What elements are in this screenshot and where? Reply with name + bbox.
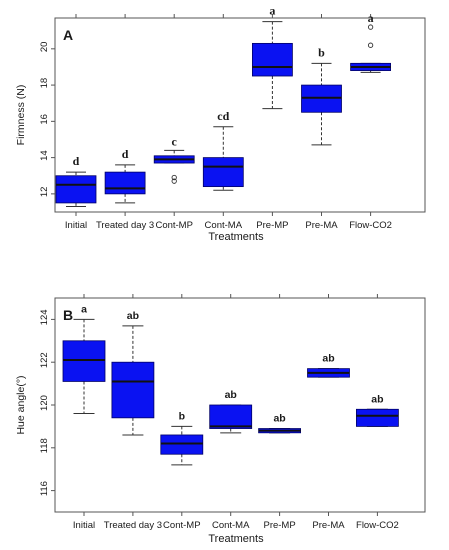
- panel-b-y-tick-label: 118: [39, 438, 50, 453]
- panel-b-y-tick-label: 122: [39, 352, 50, 368]
- panel-a-x-tick-label: Initial: [65, 220, 87, 231]
- panel-a-y-tick-label: 14: [39, 150, 50, 161]
- panel-a-frame: [54, 17, 426, 213]
- panel-a-box-initial: d: [55, 154, 97, 208]
- panel-b-significance-letter: ab: [371, 393, 383, 405]
- panel-b-significance-letter: ab: [322, 353, 334, 365]
- panel-a-box-flow-co2: a: [350, 11, 392, 73]
- panel-b-significance-letter: a: [81, 303, 87, 315]
- panel-a-x-tick-label: Flow-CO2: [349, 220, 392, 231]
- panel-a-y-tick-label: 12: [39, 187, 50, 198]
- panel-a-significance-letter: a: [269, 4, 275, 18]
- panel-b-box-cont-mp: b: [160, 410, 204, 466]
- panel-b-box-pre-mp: ab: [258, 413, 302, 434]
- panel-a-significance-letter: a: [368, 11, 374, 25]
- panel-b-x-axis: Initial Treated day 3 Cont-MP Cont-MA Pre-MP…: [73, 512, 399, 531]
- panel-a-label: A: [63, 27, 73, 43]
- panel-b-box-iqr: [209, 404, 253, 429]
- panel-a-box-iqr: [251, 42, 293, 77]
- panel-b-box-iqr: [160, 434, 204, 455]
- panel-b-y-axis: 116 118 120 122 124: [39, 309, 55, 496]
- panel-a-y-tick-label: 16: [39, 114, 50, 125]
- panel-a-x-tick-label: Cont-MA: [205, 220, 243, 231]
- panel-a-y-axis-title: Firmness (N): [15, 85, 27, 146]
- panel-a-x-tick-label: Treated day 3: [96, 220, 154, 231]
- panel-b-label: B: [63, 307, 73, 323]
- panel-a-significance-letter: d: [122, 147, 129, 161]
- panel-b-x-tick-label: Flow-CO2: [356, 520, 399, 531]
- panel-b-x-tick-label: Treated day 3: [104, 520, 162, 531]
- panel-b-x-tick-label: Pre-MA: [312, 520, 345, 531]
- panel-b-chart: B 116 118 120 122 124 Hue angle(°) Initial Treat…: [15, 294, 426, 545]
- panel-b-box-pre-ma: ab: [307, 353, 350, 378]
- panel-b-significance-letter: ab: [273, 413, 285, 425]
- panel-b-y-tick-label: 124: [39, 309, 50, 325]
- panel-a-outlier-point: [367, 24, 374, 30]
- panel-a-outlier-point: [171, 178, 177, 184]
- panel-b-box-iqr: [355, 408, 399, 427]
- panel-a-outlier-point: [171, 174, 177, 181]
- panel-a-box-iqr: [55, 175, 97, 204]
- panel-a-x-axis-title: Treatments: [208, 231, 264, 243]
- panel-b-x-tick-label: Cont-MP: [163, 520, 200, 531]
- panel-a-significance-letter: d: [73, 154, 80, 168]
- panel-a-x-tick-label: Cont-MP: [155, 220, 192, 231]
- panel-b-y-axis-title: Hue angle(°): [15, 375, 27, 434]
- panel-b-y-tick-label: 116: [39, 481, 50, 496]
- panel-a-chart: A 12 14 16 18 20 Firmness (N) Initial Treated da…: [15, 4, 426, 243]
- panel-b-box-cont-ma: ab: [209, 389, 253, 434]
- panel-a-box-cont-ma: cd: [202, 109, 244, 191]
- panel-a-significance-letter: cd: [217, 109, 229, 123]
- panel-a-box-pre-ma: b: [301, 45, 342, 146]
- panel-b-significance-letter: b: [179, 410, 185, 422]
- panel-a-box-cont-mp: c: [153, 134, 195, 184]
- panel-b-box-iqr: [62, 340, 106, 382]
- panel-a-x-axis: Initial Treated day 3 Cont-MP Cont-MA Pre-MP…: [65, 212, 392, 231]
- panel-a-y-tick-label: 18: [39, 78, 50, 89]
- panel-a-y-axis: 12 14 16 18 20: [39, 42, 55, 198]
- panel-a-box-pre-mp: a: [251, 4, 293, 110]
- panel-a-box-iqr: [104, 171, 146, 195]
- panel-b-x-tick-label: Initial: [73, 520, 95, 531]
- panel-b-box-iqr: [111, 361, 155, 419]
- panel-a-x-tick-label: Pre-MP: [256, 220, 288, 231]
- panel-a-significance-letter: c: [172, 134, 178, 148]
- panel-b-significance-letter: ab: [127, 310, 139, 322]
- panel-a-y-tick-label: 20: [39, 42, 50, 53]
- panel-b-x-tick-label: Pre-MP: [263, 520, 295, 531]
- panel-b-x-tick-label: Cont-MA: [212, 520, 250, 531]
- panel-a-box-treated-day-3: d: [104, 147, 146, 204]
- panel-b-significance-letter: ab: [225, 389, 237, 401]
- panel-b-x-axis-title: Treatments: [208, 533, 264, 545]
- panel-b-y-tick-label: 120: [39, 395, 50, 411]
- panel-a-box-iqr: [202, 157, 244, 188]
- panel-b-box-initial: a: [62, 303, 106, 415]
- panel-a-outlier-point: [367, 42, 374, 48]
- panel-a-significance-letter: b: [318, 45, 325, 59]
- panel-a-x-tick-label: Pre-MA: [305, 220, 338, 231]
- panel-b-box-treated-day-3: ab: [111, 310, 155, 436]
- panel-b-box-flow-co2: ab: [355, 393, 399, 427]
